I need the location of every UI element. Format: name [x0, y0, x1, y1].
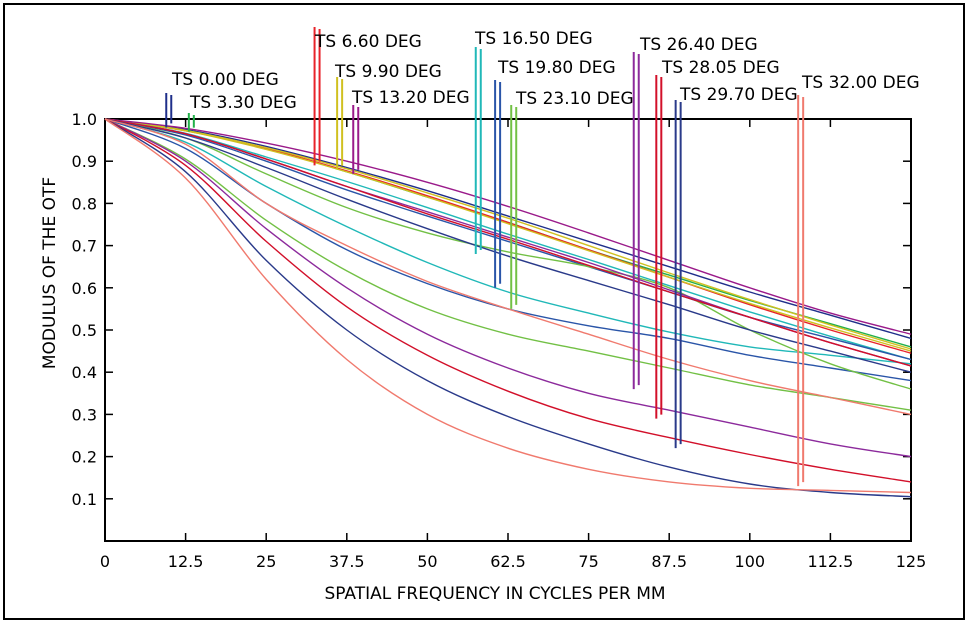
y-tick-label: 0.3	[72, 405, 97, 424]
series-curves	[104, 118, 912, 498]
curve-ts-26-40-deg-sagittal	[104, 118, 912, 458]
curve-ts-32-00-deg-sagittal	[104, 118, 912, 494]
field-label: TS 26.40 DEG	[639, 35, 758, 55]
curve-ts-28-05-deg-sagittal	[104, 118, 912, 483]
mtf-chart: 0 12.5 25 37.5 50 62.5 75 87.5 100 112.5 125 0.1 0.2…	[40, 27, 927, 604]
x-tick-label: 100	[735, 552, 766, 571]
field-label: TS 6.60 DEG	[314, 32, 422, 52]
field-label: TS 19.80 DEG	[497, 58, 616, 78]
x-tick-label: 50	[417, 552, 437, 571]
field-label: TS 3.30 DEG	[189, 93, 297, 113]
y-tick-label: 0.1	[72, 490, 97, 509]
x-tick-label: 0	[100, 552, 110, 571]
x-tick-label: 87.5	[651, 552, 687, 571]
curve-ts-23-10-deg-sagittal	[104, 118, 912, 411]
curve-ts-19-80-deg-tangential	[104, 118, 912, 361]
field-label: TS 16.50 DEG	[474, 29, 593, 49]
curve-ts-29-70-deg-tangential	[104, 118, 912, 373]
x-tick-label: 37.5	[329, 552, 365, 571]
x-tick-label: 112.5	[807, 552, 853, 571]
y-tick-label: 0.9	[72, 152, 97, 171]
x-tick-label: 25	[256, 552, 276, 571]
y-tick-label: 0.4	[72, 363, 97, 382]
field-label: TS 29.70 DEG	[679, 85, 798, 105]
curve-ts-23-10-deg-tangential	[104, 118, 912, 390]
y-tick-label: 0.5	[72, 321, 97, 340]
curve-ts-9-90-deg-sagittal	[104, 118, 912, 352]
curve-ts-26-40-deg-tangential	[104, 118, 912, 367]
y-tick-label: 1.0	[72, 110, 97, 129]
x-tick-label: 12.5	[168, 552, 204, 571]
curve-ts-29-70-deg-sagittal	[104, 118, 912, 498]
field-labels: TS 0.00 DEG TS 3.30 DEG TS 6.60 DEG TS 9.90…	[171, 29, 920, 113]
y-tick-label: 0.6	[72, 279, 97, 298]
field-label: TS 23.10 DEG	[515, 89, 634, 109]
field-label: TS 9.90 DEG	[334, 62, 442, 82]
field-markers	[165, 27, 805, 487]
curve-ts-32-00-deg-tangential	[104, 118, 912, 416]
curve-ts-16-50-deg-tangential	[104, 118, 912, 361]
x-axis-label: SPATIAL FREQUENCY IN CYCLES PER MM	[324, 584, 665, 604]
y-tick-label: 0.7	[72, 237, 97, 256]
x-tick-label: 125	[896, 552, 927, 571]
curve-ts-13-20-deg-tangential	[104, 118, 912, 335]
curve-ts-9-90-deg-tangential	[104, 118, 912, 350]
axes: 0 12.5 25 37.5 50 62.5 75 87.5 100 112.5 125 0.1 0.2…	[72, 110, 927, 571]
curve-ts-28-05-deg-tangential	[104, 118, 912, 367]
field-label: TS 28.05 DEG	[661, 58, 780, 78]
field-label: TS 13.20 DEG	[351, 88, 470, 108]
x-tick-label: 62.5	[490, 552, 526, 571]
y-axis-label: MODULUS OF THE OTF	[40, 177, 60, 369]
curve-ts-16-50-deg-sagittal	[104, 118, 912, 365]
curve-ts-0-00-deg-tangential	[104, 118, 912, 340]
y-tick-label: 0.8	[72, 194, 97, 213]
chart-frame: 0 12.5 25 37.5 50 62.5 75 87.5 100 112.5 125 0.1 0.2…	[3, 3, 965, 620]
field-label: TS 32.00 DEG	[801, 73, 920, 93]
x-tick-label: 75	[578, 552, 598, 571]
curve-ts-6-60-deg-tangential	[104, 118, 912, 354]
y-tick-label: 0.2	[72, 448, 97, 467]
field-label: TS 0.00 DEG	[171, 70, 279, 90]
